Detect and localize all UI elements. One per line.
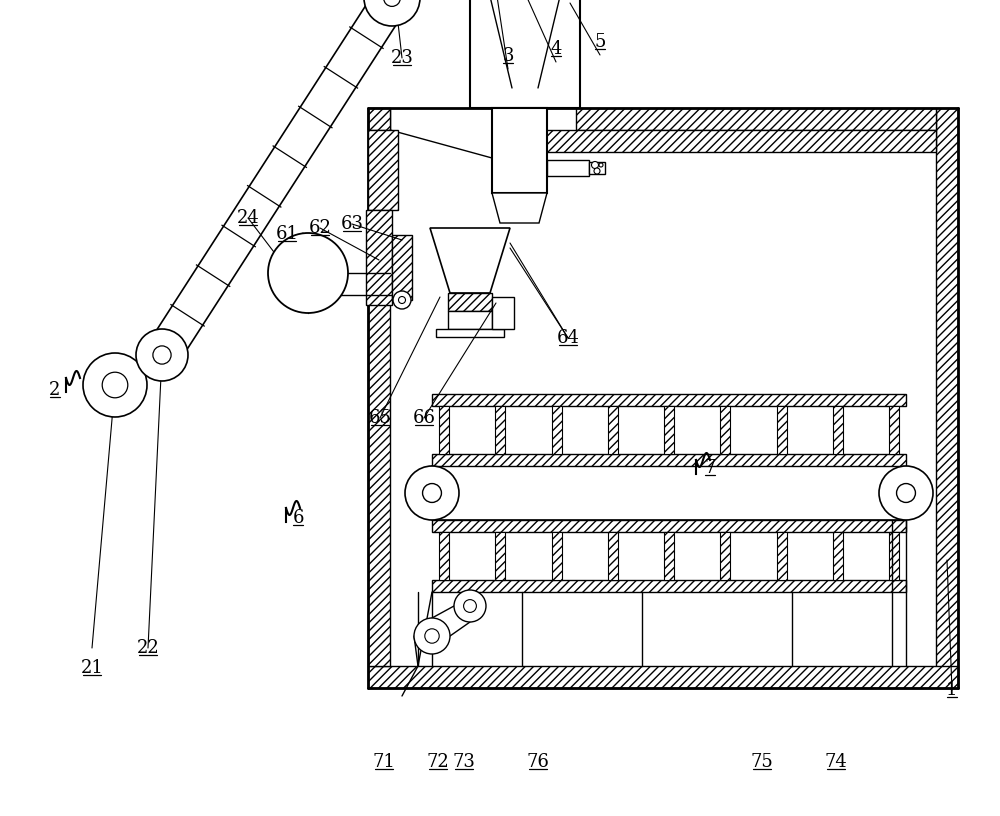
Circle shape [599, 163, 603, 167]
Circle shape [897, 484, 915, 503]
Text: 22: 22 [137, 639, 159, 657]
Circle shape [414, 618, 450, 654]
Bar [936, 108, 958, 688]
Bar [608, 532, 618, 580]
Text: 6: 6 [292, 509, 304, 527]
Text: 21: 21 [81, 659, 103, 677]
Circle shape [393, 291, 411, 309]
Bar [576, 108, 936, 130]
Bar [552, 406, 562, 454]
Bar [495, 532, 505, 580]
Circle shape [464, 600, 476, 612]
Bar [889, 406, 899, 454]
Bar [833, 406, 843, 454]
Text: 4: 4 [550, 40, 562, 58]
Text: 62: 62 [309, 219, 331, 237]
Bar [432, 454, 906, 466]
Text: 73: 73 [453, 753, 475, 771]
Text: 71: 71 [373, 753, 395, 771]
Circle shape [592, 162, 598, 168]
Circle shape [398, 296, 406, 304]
Bar [439, 532, 449, 580]
Bar [833, 532, 843, 580]
Text: 5: 5 [594, 33, 606, 51]
Text: 65: 65 [369, 409, 391, 427]
Text: 61: 61 [276, 225, 298, 243]
Bar [448, 311, 492, 329]
Bar [720, 532, 730, 580]
Text: 63: 63 [340, 215, 364, 233]
Polygon shape [430, 228, 510, 293]
Bar [392, 235, 412, 300]
Circle shape [153, 346, 171, 364]
Bar [608, 406, 618, 454]
Bar [492, 108, 547, 193]
Circle shape [136, 329, 188, 381]
Text: 64: 64 [557, 329, 579, 347]
Text: 76: 76 [527, 753, 549, 771]
Bar [368, 130, 398, 210]
Bar [776, 532, 786, 580]
Circle shape [594, 168, 600, 174]
Bar [368, 108, 390, 130]
Bar [547, 160, 589, 176]
Circle shape [102, 372, 128, 398]
Circle shape [425, 629, 439, 643]
Bar [492, 297, 514, 329]
Text: 75: 75 [751, 753, 773, 771]
Text: 66: 66 [413, 409, 436, 427]
Bar [495, 406, 505, 454]
Bar [776, 406, 786, 454]
Bar [552, 532, 562, 580]
Circle shape [454, 590, 486, 622]
Bar [432, 394, 906, 406]
Text: 74: 74 [825, 753, 847, 771]
Circle shape [83, 353, 147, 417]
Circle shape [405, 466, 459, 520]
Bar [432, 520, 906, 532]
Text: 7: 7 [704, 459, 716, 477]
Circle shape [423, 484, 441, 503]
Bar [589, 162, 605, 174]
Bar [664, 406, 674, 454]
Text: 3: 3 [502, 47, 514, 65]
Bar [432, 580, 906, 592]
Bar [368, 666, 958, 688]
Circle shape [364, 0, 420, 26]
Text: 72: 72 [427, 753, 449, 771]
Bar [436, 329, 504, 337]
Text: 2: 2 [49, 381, 61, 399]
Bar [368, 190, 390, 666]
Bar [448, 293, 492, 311]
Circle shape [384, 0, 400, 7]
Text: 24: 24 [237, 209, 259, 227]
Circle shape [879, 466, 933, 520]
Bar [889, 532, 899, 580]
Circle shape [268, 233, 348, 313]
Bar [538, 130, 936, 152]
Bar [664, 532, 674, 580]
Bar [720, 406, 730, 454]
Bar [439, 406, 449, 454]
Text: 1: 1 [946, 681, 958, 699]
Bar [366, 210, 392, 305]
Bar [368, 108, 390, 130]
Text: 23: 23 [391, 49, 413, 67]
Polygon shape [492, 193, 547, 223]
Bar [470, 0, 580, 108]
